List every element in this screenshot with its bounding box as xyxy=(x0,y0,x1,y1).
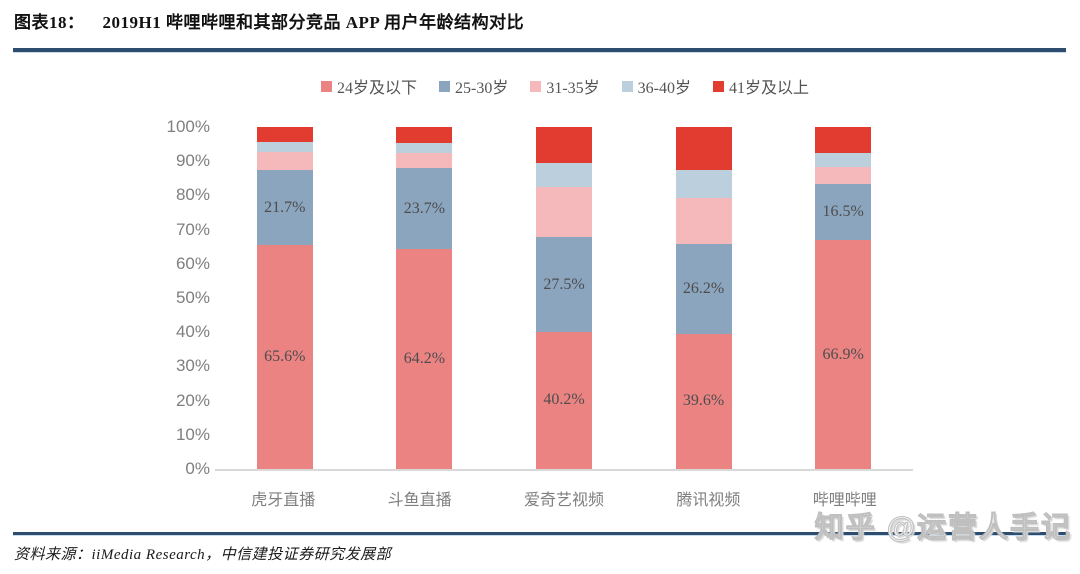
legend-item-5: 41岁及以上 xyxy=(713,74,809,98)
bar-segment-36-40岁 xyxy=(815,153,872,168)
y-tick-label: 60% xyxy=(175,253,210,273)
top-divider-line xyxy=(13,48,1066,53)
bar-value-label: 40.2% xyxy=(543,391,585,409)
bar-segment-31-35岁 xyxy=(815,167,872,184)
bar-斗鱼直播: 64.2% 23.7% xyxy=(396,127,453,469)
y-axis-tick-labels: 100% 90% 80% 70% 60% 50% 40% 30% 20% 10% 0% xyxy=(130,117,210,478)
y-tick-label: 90% xyxy=(175,151,210,171)
bar-segment-41岁及以上 xyxy=(535,127,592,163)
y-tick-label: 100% xyxy=(166,117,210,136)
legend-label: 31-35岁 xyxy=(546,80,600,97)
bar-segment-25-30岁: 16.5% xyxy=(815,183,872,241)
bar-segment-25-30岁: 21.7% xyxy=(256,170,313,245)
bar-爱奇艺视频: 40.2% 27.5% xyxy=(535,127,592,469)
watermark-text: 知乎 @运营人手记 xyxy=(814,512,1072,545)
plot-area: 65.6% 21.7% 64.2% 23.7% 40.2% 27.5% 39.6% 26.2%… xyxy=(215,127,913,471)
figure-title: 图表18： 2019H1 哔哩哔哩和其部分竞品 APP 用户年龄结构对比 xyxy=(14,8,524,33)
y-tick-label: 70% xyxy=(175,219,210,239)
bar-value-label: 21.7% xyxy=(264,198,306,216)
source-note: 资料来源：iiMedia Research，中信建投证券研究发展部 xyxy=(14,547,392,563)
bar-segment-24岁及以下: 40.2% xyxy=(535,331,592,469)
bar-value-label: 16.5% xyxy=(822,202,864,220)
legend-swatch-icon xyxy=(621,80,633,92)
bar-value-label: 26.2% xyxy=(682,279,725,297)
bar-腾讯视频: 39.6% 26.2% xyxy=(675,127,732,469)
category-label-哔哩哔哩: 哔哩哔哩 xyxy=(812,492,877,509)
bar-value-label: 65.6% xyxy=(264,347,306,365)
bar-segment-31-35岁 xyxy=(396,153,453,169)
bar-value-label: 27.5% xyxy=(543,275,585,293)
y-tick-label: 80% xyxy=(175,185,210,205)
legend-label: 25-30岁 xyxy=(454,80,509,97)
category-label-腾讯视频: 腾讯视频 xyxy=(676,492,741,509)
bar-segment-25-30岁: 27.5% xyxy=(535,237,592,332)
y-tick-label: 30% xyxy=(175,356,210,376)
figure-title-text: 2019H1 哔哩哔哩和其部分竞品 APP 用户年龄结构对比 xyxy=(102,13,525,32)
bar-哔哩哔哩: 66.9% 16.5% xyxy=(815,127,872,469)
legend-item-2: 25-30岁 xyxy=(438,74,509,98)
bottom-divider-line xyxy=(13,532,1066,536)
y-tick-label: 50% xyxy=(175,288,210,307)
bar-segment-25-30岁: 23.7% xyxy=(396,168,453,250)
bar-segment-36-40岁 xyxy=(535,162,592,187)
figure-number-tag: 图表18： xyxy=(14,13,85,32)
legend-item-1: 24岁及以下 xyxy=(320,74,417,98)
bar-segment-36-40岁 xyxy=(256,142,313,152)
y-tick-label: 20% xyxy=(175,390,210,410)
y-tick-label: 0% xyxy=(185,459,210,478)
bar-segment-31-35岁 xyxy=(256,152,313,171)
legend-item-3: 31-35岁 xyxy=(530,74,600,98)
legend-swatch-icon xyxy=(438,80,450,92)
bar-segment-36-40岁 xyxy=(675,170,732,199)
y-tick-label: 10% xyxy=(175,424,210,444)
legend-label: 24岁及以下 xyxy=(336,80,417,97)
chart-legend: 24岁及以下 25-30岁 31-35岁 36-40岁 41岁及以上 xyxy=(215,74,915,98)
bar-segment-24岁及以下: 65.6% xyxy=(256,244,313,469)
legend-label: 41岁及以上 xyxy=(729,80,810,97)
legend-label: 36-40岁 xyxy=(637,80,692,97)
bar-segment-24岁及以下: 66.9% xyxy=(815,240,872,469)
bar-segment-31-35岁 xyxy=(535,186,592,238)
y-tick-label: 40% xyxy=(175,322,210,342)
x-axis-category-labels: 虎牙直播 斗鱼直播 爱奇艺视频 腾讯视频 哔哩哔哩 xyxy=(215,486,913,510)
category-label-斗鱼直播: 斗鱼直播 xyxy=(387,492,452,509)
bar-segment-25-30岁: 26.2% xyxy=(675,243,732,334)
legend-swatch-icon xyxy=(713,80,725,92)
legend-item-4: 36-40岁 xyxy=(621,74,692,98)
bar-segment-41岁及以上 xyxy=(815,127,872,154)
bar-value-label: 64.2% xyxy=(403,350,446,368)
bar-value-label: 66.9% xyxy=(822,345,864,363)
bar-segment-36-40岁 xyxy=(396,143,453,154)
bar-value-label: 23.7% xyxy=(403,199,446,217)
bar-segment-41岁及以上 xyxy=(396,127,453,144)
bar-虎牙直播: 65.6% 21.7% xyxy=(256,127,313,469)
bar-value-label: 39.6% xyxy=(682,392,725,410)
legend-swatch-icon xyxy=(320,80,332,92)
legend-swatch-icon xyxy=(530,80,542,92)
bar-segment-31-35岁 xyxy=(675,198,732,244)
bar-segment-41岁及以上 xyxy=(256,127,313,143)
bar-segment-24岁及以下: 39.6% xyxy=(675,333,732,469)
category-label-爱奇艺视频: 爱奇艺视频 xyxy=(523,492,604,509)
category-label-虎牙直播: 虎牙直播 xyxy=(251,492,316,509)
bar-segment-41岁及以上 xyxy=(675,127,732,171)
bar-segment-24岁及以下: 64.2% xyxy=(396,249,453,469)
